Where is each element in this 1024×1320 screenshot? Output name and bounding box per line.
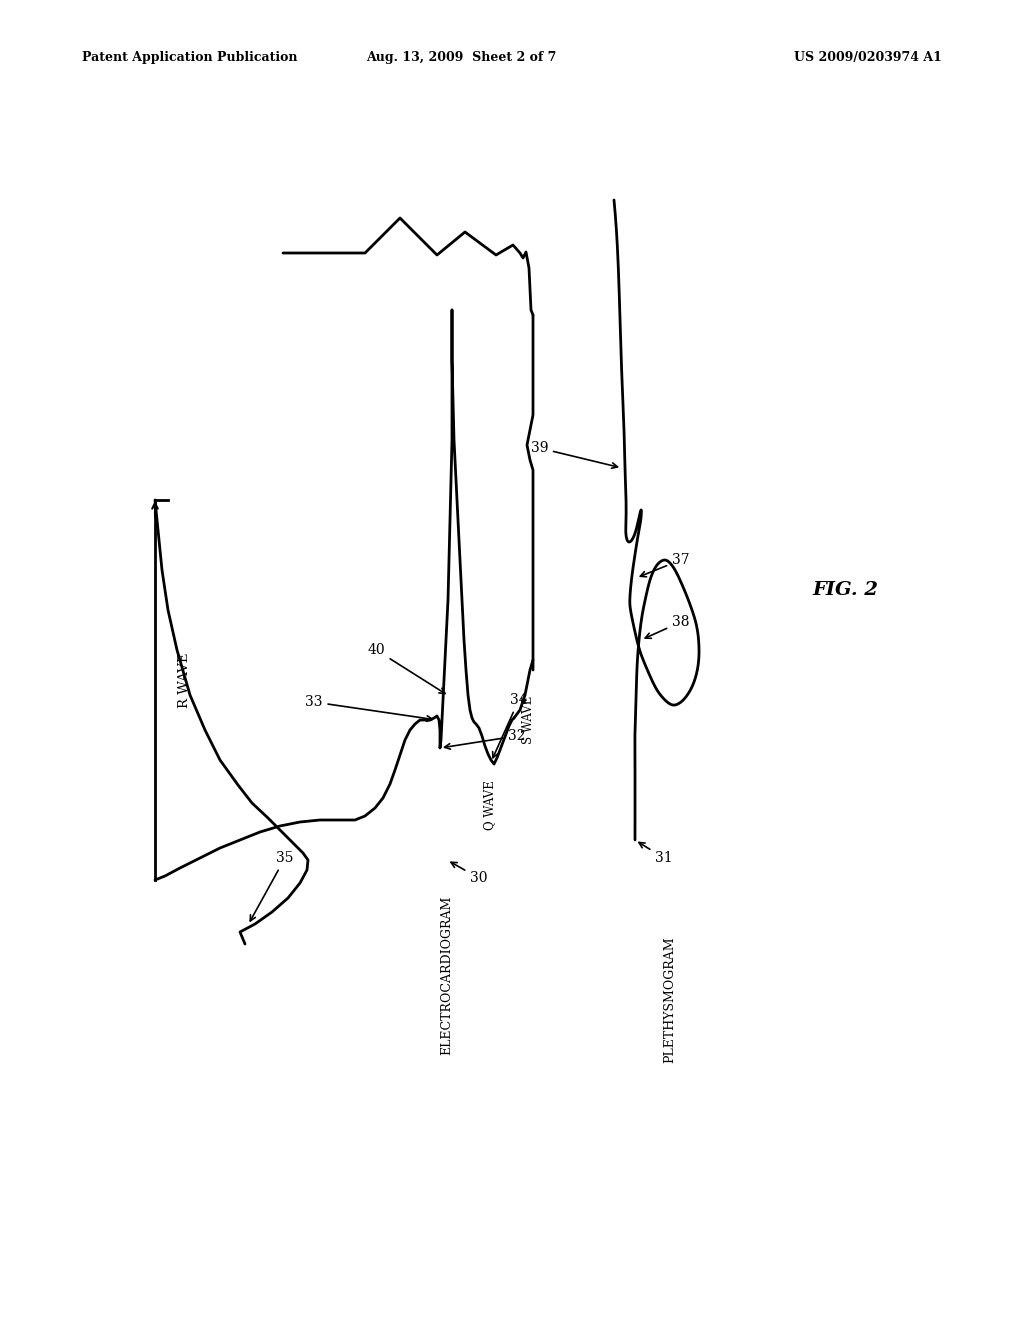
Text: ELECTROCARDIOGRAM: ELECTROCARDIOGRAM bbox=[440, 895, 454, 1055]
Text: Patent Application Publication: Patent Application Publication bbox=[82, 51, 297, 65]
Text: US 2009/0203974 A1: US 2009/0203974 A1 bbox=[795, 51, 942, 65]
Text: 37: 37 bbox=[640, 553, 689, 577]
Text: 30: 30 bbox=[451, 862, 487, 884]
Text: FIG. 2: FIG. 2 bbox=[812, 581, 878, 599]
Text: PLETHYSMOGRAM: PLETHYSMOGRAM bbox=[664, 937, 677, 1064]
Text: R WAVE: R WAVE bbox=[178, 652, 191, 708]
Text: 39: 39 bbox=[530, 441, 617, 469]
Text: 40: 40 bbox=[368, 643, 445, 693]
Text: 38: 38 bbox=[645, 615, 689, 639]
Text: 34: 34 bbox=[493, 693, 527, 758]
Text: Aug. 13, 2009  Sheet 2 of 7: Aug. 13, 2009 Sheet 2 of 7 bbox=[366, 51, 556, 65]
Text: 35: 35 bbox=[250, 851, 294, 921]
Text: 32: 32 bbox=[444, 729, 525, 750]
Text: Q WAVE: Q WAVE bbox=[483, 780, 497, 830]
Text: S WAVE: S WAVE bbox=[521, 696, 535, 744]
Text: 31: 31 bbox=[639, 842, 673, 865]
Text: 33: 33 bbox=[305, 696, 432, 721]
